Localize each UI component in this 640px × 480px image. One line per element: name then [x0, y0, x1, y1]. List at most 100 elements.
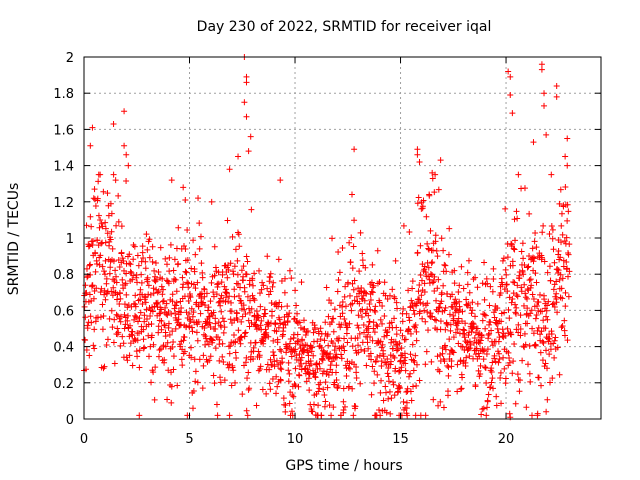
data-point — [278, 348, 285, 355]
data-point — [343, 330, 350, 337]
data-point — [224, 274, 231, 281]
data-point — [467, 345, 474, 352]
data-point — [170, 339, 177, 346]
data-point — [532, 270, 539, 277]
data-point — [464, 269, 471, 276]
data-point — [389, 286, 396, 293]
data-point — [144, 274, 151, 281]
data-point — [233, 355, 240, 362]
data-point — [555, 248, 562, 255]
data-point — [174, 382, 181, 389]
data-point — [468, 310, 475, 317]
data-point — [253, 402, 260, 409]
data-point — [274, 336, 281, 343]
data-point — [319, 357, 326, 364]
data-point — [127, 322, 134, 329]
data-point — [241, 330, 248, 337]
data-point — [228, 308, 235, 315]
data-point — [139, 249, 146, 256]
data-point — [564, 162, 571, 169]
data-point — [353, 364, 360, 371]
data-point — [199, 385, 206, 392]
data-point — [506, 355, 513, 362]
data-point — [561, 332, 568, 339]
data-point — [333, 354, 340, 361]
data-point — [286, 370, 293, 377]
data-point — [332, 369, 339, 376]
data-point — [423, 213, 430, 220]
data-point — [467, 341, 474, 348]
data-point — [102, 257, 109, 264]
data-point — [106, 315, 113, 322]
data-point — [435, 186, 442, 193]
data-point — [524, 305, 531, 312]
data-point — [263, 390, 270, 397]
data-point — [398, 345, 405, 352]
data-point — [169, 298, 176, 305]
data-point — [564, 273, 571, 280]
data-point — [276, 299, 283, 306]
data-point — [422, 318, 429, 325]
data-point — [499, 257, 506, 264]
data-point — [424, 308, 431, 315]
data-point — [517, 332, 524, 339]
data-point — [438, 298, 445, 305]
data-point — [532, 229, 539, 236]
data-point — [402, 336, 409, 343]
data-point — [203, 290, 210, 297]
data-point — [534, 302, 541, 309]
data-point — [549, 375, 556, 382]
data-point — [267, 386, 274, 393]
data-point — [149, 308, 156, 315]
data-point — [229, 364, 236, 371]
data-point — [434, 253, 441, 260]
data-point — [87, 313, 94, 320]
data-point — [87, 213, 94, 220]
data-point — [297, 341, 304, 348]
data-point — [414, 151, 421, 158]
data-point — [564, 135, 571, 142]
data-point — [165, 320, 172, 327]
data-point — [159, 298, 166, 305]
data-point — [271, 352, 278, 359]
data-point — [184, 227, 191, 234]
data-point — [266, 380, 273, 387]
data-point — [99, 326, 106, 333]
data-point — [325, 342, 332, 349]
data-point — [399, 332, 406, 339]
data-point — [379, 320, 386, 327]
data-point — [351, 277, 358, 284]
data-point — [316, 365, 323, 372]
data-point — [226, 350, 233, 357]
data-point — [362, 289, 369, 296]
data-point — [209, 312, 216, 319]
data-point — [371, 307, 378, 314]
data-point — [518, 248, 525, 255]
data-point — [520, 302, 527, 309]
data-point — [403, 310, 410, 317]
y-tick-label: 1 — [66, 232, 74, 247]
data-point — [341, 347, 348, 354]
data-point — [446, 311, 453, 318]
data-point — [238, 334, 245, 341]
data-point — [303, 329, 310, 336]
data-point — [455, 315, 462, 322]
data-point — [561, 317, 568, 324]
data-point — [521, 185, 528, 192]
data-point — [296, 319, 303, 326]
data-point — [399, 318, 406, 325]
data-point — [345, 364, 352, 371]
data-point — [481, 347, 488, 354]
data-point — [462, 320, 469, 327]
plot-frame — [83, 56, 602, 420]
data-point — [163, 261, 170, 268]
data-point — [145, 282, 152, 289]
data-point — [206, 319, 213, 326]
data-point — [187, 294, 194, 301]
data-point — [549, 226, 556, 233]
data-point — [505, 306, 512, 313]
data-point — [398, 412, 405, 419]
data-point — [321, 392, 328, 399]
data-point — [148, 320, 155, 327]
data-point — [241, 362, 248, 369]
